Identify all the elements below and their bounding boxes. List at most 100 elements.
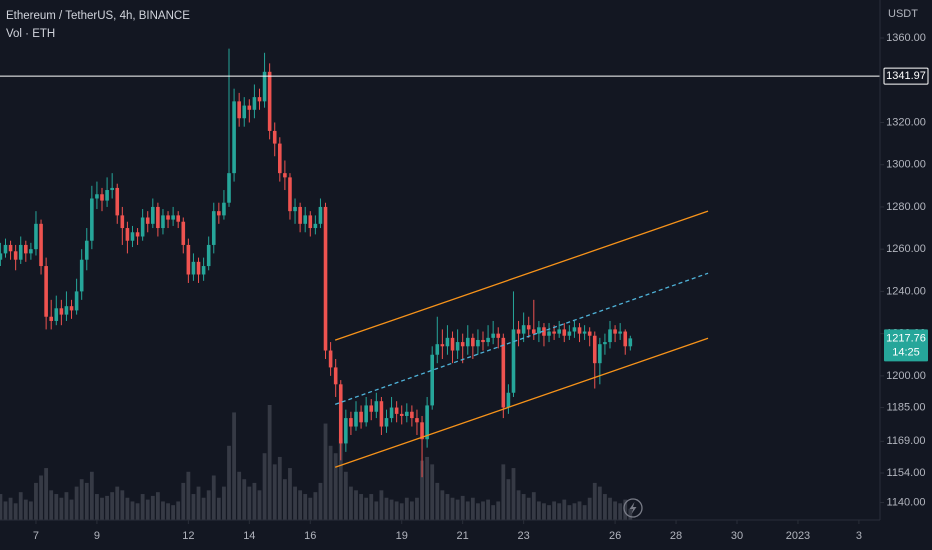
candle-body <box>115 187 120 216</box>
volume-bar <box>303 494 308 520</box>
candle-body <box>151 206 155 224</box>
candle-body <box>74 291 79 311</box>
candle-body <box>308 215 313 229</box>
candle-body <box>95 194 99 199</box>
candle-body <box>542 327 546 336</box>
candle-body <box>399 413 404 416</box>
x-tick-label: 12 <box>182 530 194 542</box>
volume-bar <box>450 497 455 520</box>
volume-bar <box>430 464 435 520</box>
candle-body <box>171 215 175 220</box>
candle-body <box>481 339 485 343</box>
volume-bar <box>542 503 546 520</box>
candle-body <box>577 327 582 334</box>
candle-body <box>587 331 592 336</box>
volume-bar <box>384 497 389 520</box>
y-tick-label: 1320.00 <box>886 116 926 128</box>
volume-bar <box>120 490 125 520</box>
volume-bar <box>201 497 206 520</box>
candle-body <box>288 177 292 212</box>
volume-bar <box>516 490 521 520</box>
candle-body <box>323 206 328 351</box>
y-tick-label: 1200.00 <box>886 370 926 382</box>
candle-body <box>613 329 617 334</box>
candle-body <box>18 244 23 260</box>
volume-bar <box>440 490 445 520</box>
candle-body <box>537 327 541 334</box>
volume-bar <box>115 486 120 520</box>
candle-body <box>526 325 531 330</box>
candle-body <box>54 308 59 321</box>
volume-bar <box>526 497 531 520</box>
candle-body <box>145 217 150 224</box>
volume-bar <box>552 501 557 520</box>
candle-body <box>603 342 607 345</box>
icon-bolt <box>629 502 637 514</box>
volume-bar <box>394 501 399 520</box>
volume-bar <box>587 497 592 520</box>
candle-body <box>100 194 104 201</box>
volume-bar <box>18 492 23 520</box>
volume-bar <box>84 482 89 520</box>
candle-body <box>110 187 114 191</box>
candle-body <box>405 411 409 416</box>
candle-body <box>272 130 277 144</box>
volume-bar <box>54 494 59 520</box>
volume-bar <box>79 479 84 520</box>
candle-body <box>3 244 8 254</box>
volume-bar <box>49 490 54 520</box>
candle-body <box>567 331 572 336</box>
candle-body <box>460 342 465 347</box>
volume-bar <box>470 497 475 520</box>
volume-bar <box>89 471 94 520</box>
currency-label: USDT <box>888 8 918 20</box>
x-tick-label: 3 <box>856 530 862 542</box>
volume-bar <box>511 468 516 520</box>
volume-bar <box>399 503 404 520</box>
candle-body <box>598 344 602 364</box>
volume-bar <box>191 494 196 520</box>
volume-bar <box>288 468 292 520</box>
volume-bar <box>374 501 379 520</box>
volume-bar <box>105 495 109 520</box>
candle-body <box>572 327 577 332</box>
candle-body <box>516 329 521 334</box>
volume-bar <box>343 471 348 520</box>
volume-bar <box>613 501 617 520</box>
volume-bar <box>333 453 338 520</box>
volume-bar <box>39 475 43 520</box>
price-layer <box>0 48 880 478</box>
volume-bar <box>506 479 511 520</box>
volume-bar <box>562 499 567 520</box>
volume-bar <box>166 503 170 520</box>
volume-bar <box>0 494 3 520</box>
volume-bar <box>34 482 38 520</box>
volume-bar <box>389 499 394 520</box>
candle-body <box>521 325 526 334</box>
volume-bar <box>455 499 460 520</box>
trend-line <box>334 210 709 341</box>
volume-bar <box>359 494 363 520</box>
replay-icon[interactable] <box>623 498 643 518</box>
candle-body <box>344 418 348 444</box>
candle-body <box>166 215 170 220</box>
candle-body <box>471 337 475 347</box>
last-price-label: 1217.76 <box>886 332 926 344</box>
volume-bar <box>409 501 414 520</box>
candle-body <box>257 97 262 102</box>
candle-body <box>328 350 333 368</box>
candle-body <box>440 344 445 347</box>
volume-bar <box>282 479 287 520</box>
candle-body <box>140 217 145 237</box>
volume-bar <box>308 497 313 520</box>
x-tick-label: 21 <box>457 530 469 542</box>
candle-body <box>608 329 612 343</box>
volume-bar <box>186 471 191 520</box>
x-tick-label: 2023 <box>786 530 810 542</box>
x-tick-label: 26 <box>609 530 621 542</box>
volume-bar <box>237 471 242 520</box>
volume-bar <box>364 497 369 520</box>
volume-bar <box>64 492 69 520</box>
volume-bar <box>196 486 201 520</box>
